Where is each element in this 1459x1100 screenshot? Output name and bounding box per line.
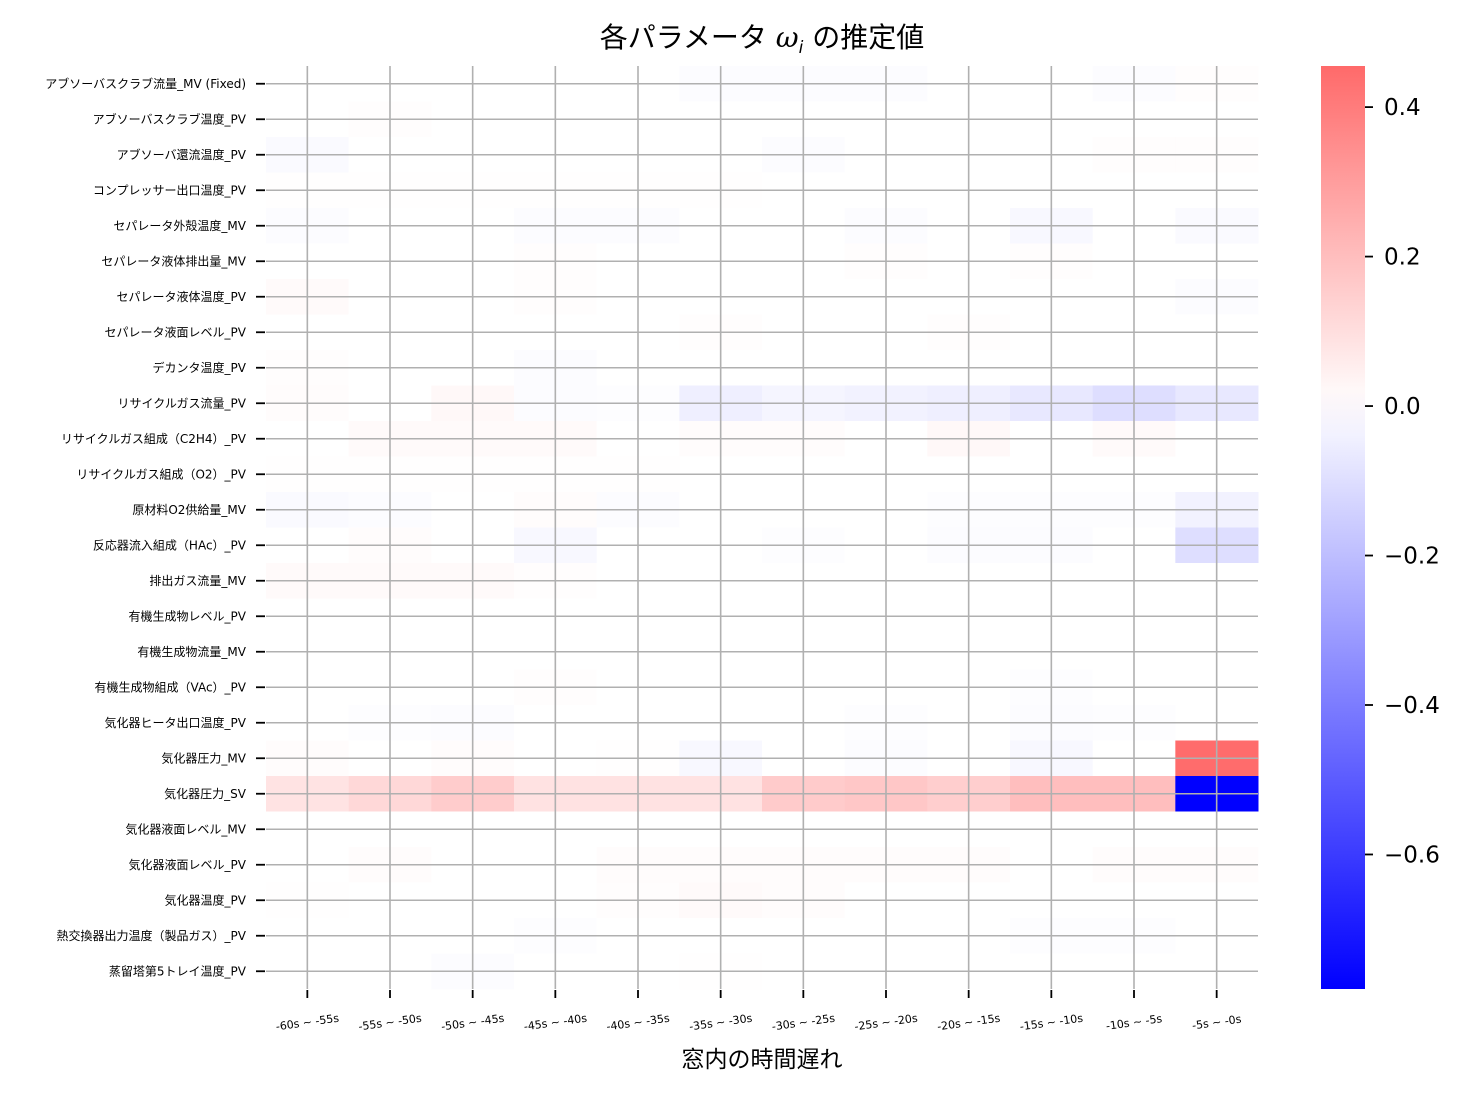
y-tick-label: リサイクルガス組成（O2）_PV [76, 467, 246, 481]
x-tick-label: -15s ~ -10s [1019, 1012, 1084, 1034]
x-tick-label: -45s ~ -40s [523, 1012, 588, 1034]
y-tick-label: 蒸留塔第5トレイ温度_PV [109, 963, 247, 978]
y-tick-label: アブソーバ還流温度_PV [117, 147, 247, 162]
x-tick-label: -30s ~ -25s [771, 1012, 836, 1034]
grid-lines [266, 66, 1258, 989]
y-tick-label: アブソーバスクラブ温度_PV [93, 111, 247, 126]
x-tick-label: -20s ~ -15s [936, 1012, 1001, 1034]
y-tick-label: セパレータ外殻温度_MV [113, 218, 246, 233]
y-tick-label: セパレータ液面レベル_PV [105, 324, 247, 339]
chart-title: 各パラメータ ωi の推定値 [600, 21, 925, 58]
colorbar [1321, 66, 1365, 989]
y-tick-label: 有機生成物組成（VAc）_PV [95, 679, 247, 694]
y-tick-label: 気化器ヒータ出口温度_PV [105, 715, 247, 730]
y-tick-label: セパレータ液体排出量_MV [101, 253, 246, 268]
y-tick-label: 熱交換器出力温度（製品ガス）_PV [57, 928, 247, 943]
x-tick-label: -25s ~ -20s [854, 1012, 919, 1034]
x-tick-label: -55s ~ -50s [358, 1012, 423, 1034]
y-tick-label: 気化器圧力_SV [164, 786, 247, 801]
colorbar-tick-label: 0.2 [1384, 245, 1421, 271]
x-axis-label: 窓内の時間遅れ [682, 1047, 843, 1073]
colorbar-tick-label: −0.2 [1384, 544, 1440, 570]
y-tick-label: 有機生成物流量_MV [137, 644, 246, 659]
y-tick-label: 気化器液面レベル_PV [129, 857, 247, 872]
y-tick-label: 気化器圧力_MV [161, 750, 246, 765]
y-tick-label: リサイクルガス流量_PV [118, 396, 247, 410]
y-axis: アブソーバスクラブ流量_MV (Fixed) アブソーバスクラブ温度_PV アブソー… [45, 76, 265, 978]
x-tick-label: -5s ~ -0s [1191, 1013, 1242, 1033]
y-tick-label: 気化器液面レベル_MV [125, 821, 246, 836]
y-tick-label: デカンタ温度_PV [153, 360, 247, 375]
x-tick-label: -40s ~ -35s [606, 1012, 671, 1034]
heatmap-cells [266, 66, 1259, 990]
y-tick-label: リサイクルガス組成（C2H4）_PV [61, 432, 247, 446]
colorbar-tick-label: 0.0 [1384, 394, 1421, 420]
x-axis: -60s ~ -55s -55s ~ -50s -50s ~ -45s -45s ~ … [275, 990, 1242, 1033]
y-tick-label: 有機生成物レベル_PV [129, 608, 247, 623]
y-tick-label: アブソーバスクラブ流量_MV (Fixed) [45, 76, 246, 91]
y-tick-label: 排出ガス流量_MV [149, 574, 246, 588]
x-tick-label: -35s ~ -30s [688, 1012, 753, 1034]
y-tick-label: セパレータ液体温度_PV [117, 289, 247, 304]
colorbar-ticks: 0.4 0.2 0.0 −0.2 −0.4 −0.6 [1365, 95, 1440, 868]
colorbar-tick-label: −0.4 [1384, 693, 1440, 719]
y-tick-label: 気化器温度_PV [165, 892, 247, 907]
x-tick-label: -50s ~ -45s [440, 1012, 505, 1034]
colorbar-tick-label: 0.4 [1384, 95, 1421, 121]
x-tick-label: -10s ~ -5s [1105, 1012, 1163, 1033]
x-tick-label: -60s ~ -55s [275, 1012, 340, 1034]
y-tick-label: 原材料O2供給量_MV [132, 503, 246, 517]
y-tick-label: コンプレッサー出口温度_PV [93, 182, 247, 197]
y-tick-label: 反応器流入組成（HAc）_PV [93, 538, 247, 552]
colorbar-tick-label: −0.6 [1384, 842, 1440, 868]
